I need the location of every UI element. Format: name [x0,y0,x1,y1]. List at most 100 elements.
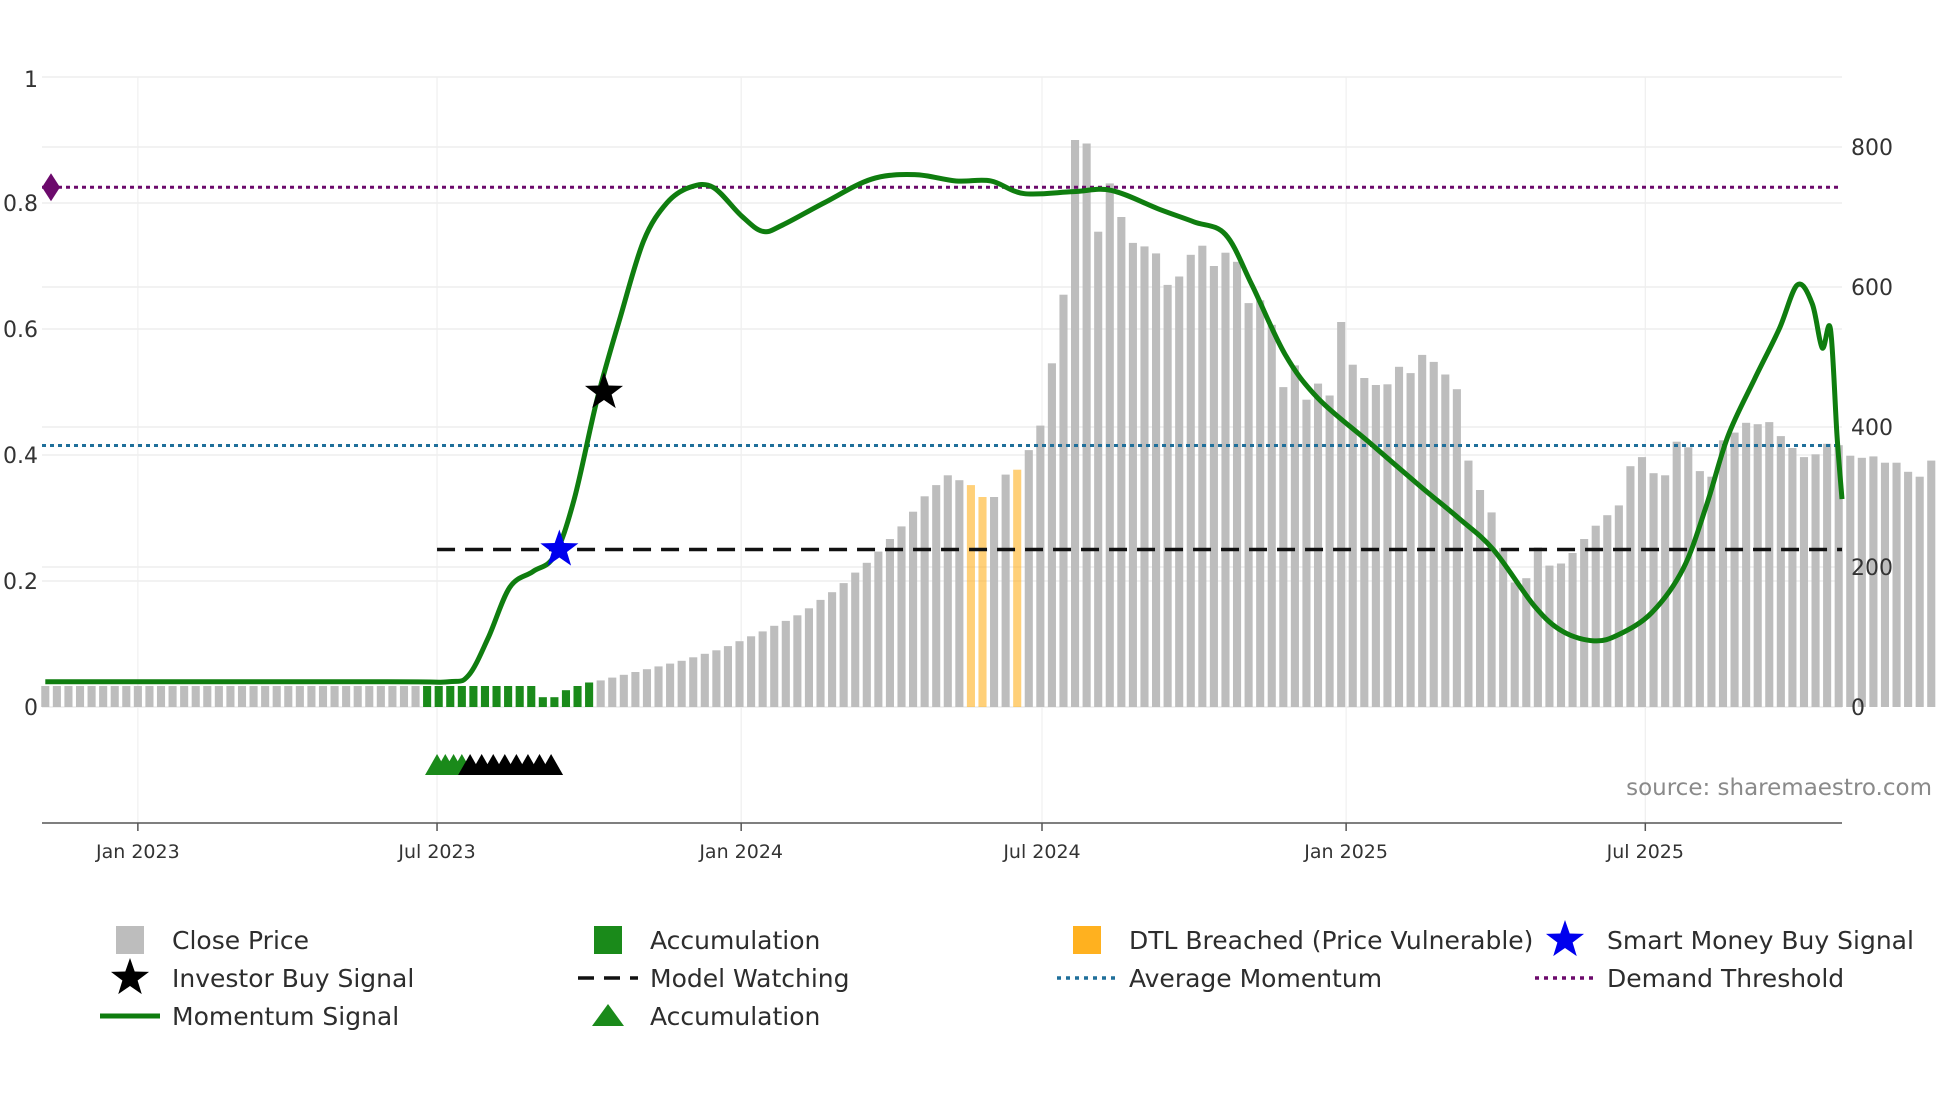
close-price-bar [122,686,131,707]
close-price-bar [145,686,154,707]
close-price-bar [237,686,247,707]
accumulation-bar [434,686,443,707]
close-price-bar [897,526,906,707]
close-price-bar [1742,422,1751,707]
close-price-bar [1383,384,1392,707]
close-price-bar [862,562,871,707]
close-price-bar [1418,354,1427,707]
accumulation-bar [469,686,478,707]
close-price-bar [909,511,918,707]
accumulation-bar [550,697,559,707]
y-tick-label: 0.4 [3,444,38,469]
close-price-bar [1730,432,1739,707]
legend-label: Momentum Signal [172,1002,399,1031]
close-price-bar [1475,490,1485,707]
x-tick-label: Jul 2023 [397,841,475,863]
close-price-bar [99,686,108,707]
close-price-bar [1499,548,1508,707]
close-price-bar [1082,143,1091,707]
close-price-bar [1059,294,1068,707]
legend-label: Average Momentum [1129,964,1382,993]
close-price-bar [1325,395,1334,707]
y2-tick-label: 0 [1851,696,1865,721]
close-price-bar [180,686,189,707]
legend-triangle-icon [592,1004,624,1026]
close-price-bar [203,686,212,707]
close-price-bar [1788,448,1797,707]
close-price-bar [1776,436,1785,707]
close-price-bar [1823,443,1832,707]
y-tick-label-top: 1 [24,68,38,93]
close-price-bar [1464,460,1473,707]
close-price-bar [226,686,235,707]
close-price-bar [249,686,258,707]
accumulation-bar [423,686,432,707]
close-price-bar [1406,373,1415,707]
legend-item-dtl: DTL Breached (Price Vulnerable) [1073,926,1533,955]
close-price-bar [1429,361,1438,707]
legend-item-accumulation_bar: Accumulation [594,926,820,955]
lines-layer [42,172,1845,685]
markers-layer [42,173,623,775]
x-tick-label: Jan 2024 [698,841,783,863]
close-price-bar [1580,539,1589,707]
demand-threshold-marker [42,173,60,202]
legend-star-black-icon [110,958,150,995]
y2-tick-label: 400 [1851,416,1893,441]
close-price-bar [712,650,721,707]
close-price-bar [1232,261,1242,707]
accumulation-bar [515,686,524,707]
close-price-bar [758,631,767,707]
close-price-bar [191,686,200,707]
close-price-bar [64,686,73,707]
close-price-bar [1603,515,1612,707]
close-price-bar [365,686,374,707]
close-price-bar [1094,231,1103,707]
legend-label: Demand Threshold [1607,964,1844,993]
accumulation-bar [573,686,582,707]
close-price-bar [804,608,813,707]
close-price-bar [851,572,860,707]
close-price-bar [1857,457,1866,707]
close-price-bar [1672,441,1681,707]
close-price-bar [1024,450,1033,707]
close-price-bar [1036,425,1045,707]
close-price-bar [1649,473,1658,707]
y2-tick-label: 200 [1851,556,1893,581]
close-price-bar [1371,385,1380,707]
close-price-bar [1128,242,1137,707]
close-price-bar [214,686,223,707]
accumulation-bar [457,686,466,707]
close-price-bar [1707,476,1716,707]
close-price-bar [330,686,339,707]
close-price-bar [747,636,756,707]
close-price-bar [689,657,698,707]
close-price-bar [168,686,177,707]
close-price-bar [295,686,304,707]
close-price-bar [1661,475,1670,707]
close-price-bar [353,686,362,707]
source-label: source: sharemaestro.com [1626,775,1932,801]
close-price-bar [920,496,929,707]
accumulation-bar [504,686,513,707]
x-tick-label: Jul 2024 [1002,841,1080,863]
close-price-bar [1209,266,1218,707]
accumulation-bar [446,686,455,707]
legend-label: Investor Buy Signal [172,964,414,993]
close-price-bar [133,686,142,707]
close-price-bar [770,625,779,707]
close-price-bar [52,686,61,707]
dtl-breached-bar [978,497,987,707]
close-price-bar [1834,445,1843,707]
legend-swatch-dtl [1073,926,1101,954]
close-price-bar [388,686,397,707]
close-price-bar [75,686,85,707]
close-price-bar [1001,474,1010,707]
close-price-bar [1267,324,1276,707]
y-tick-label: 0.2 [3,570,38,595]
close-price-bar [990,497,999,707]
close-price-bar [1117,217,1126,707]
close-price-bar [1198,245,1207,707]
accumulation-bar [561,690,571,707]
